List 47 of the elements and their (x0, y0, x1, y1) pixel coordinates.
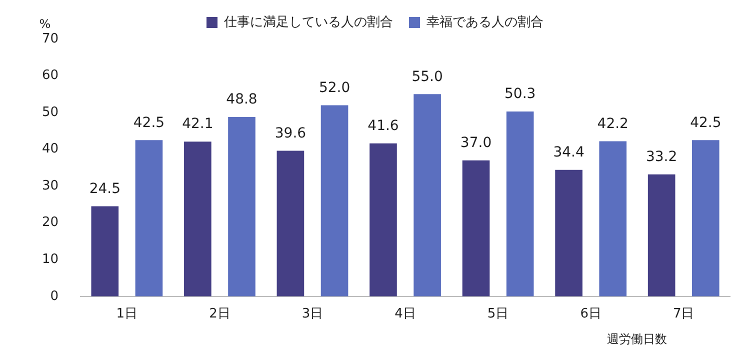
bar (462, 160, 490, 296)
y-tick-label: 40 (42, 142, 59, 157)
x-tick-label: 1日 (116, 306, 138, 322)
data-label: 50.3 (504, 86, 536, 102)
y-tick-label: 70 (42, 31, 59, 46)
legend-label: 幸福である人の割合 (426, 14, 544, 30)
bar (648, 174, 676, 296)
y-tick-label: 30 (42, 178, 59, 194)
x-tick-label: 6日 (580, 306, 602, 322)
x-tick-label: 2日 (209, 306, 230, 322)
bar (228, 116, 256, 296)
data-label: 42.5 (133, 114, 165, 131)
y-tick-label: 10 (42, 252, 59, 268)
data-label: 42.2 (597, 116, 628, 132)
data-label: 34.4 (553, 144, 584, 161)
bar (414, 94, 441, 296)
x-axis-title: 週労働日数 (607, 332, 668, 346)
bar (370, 143, 397, 296)
data-label: 24.5 (89, 180, 120, 197)
data-label: 42.1 (182, 116, 214, 132)
bar (184, 142, 212, 296)
x-tick-label: 5日 (487, 306, 509, 322)
bar (692, 140, 720, 296)
data-label: 52.0 (318, 80, 350, 96)
bar (135, 140, 163, 296)
data-label: 39.6 (274, 125, 306, 142)
data-label: 37.0 (460, 134, 492, 151)
y-tick-label: 20 (42, 215, 59, 230)
bar (599, 141, 627, 296)
legend-label: 仕事に満足している人の割合 (223, 14, 393, 30)
bar (320, 105, 348, 296)
data-label: 41.6 (368, 118, 399, 134)
data-label: 33.2 (646, 148, 678, 165)
y-tick-label: 50 (42, 104, 59, 120)
y-tick-label: 0 (50, 288, 59, 304)
x-tick-label: 4日 (394, 306, 416, 322)
data-label: 55.0 (412, 68, 443, 85)
y-axis-title: % (39, 17, 51, 32)
data-label: 48.8 (226, 92, 258, 108)
data-label: 42.5 (690, 114, 722, 131)
x-tick-label: 7日 (672, 306, 694, 322)
y-tick-label: 60 (42, 68, 59, 84)
x-tick-label: 3日 (302, 306, 324, 322)
bar (91, 206, 119, 296)
bar (276, 150, 304, 296)
bar (506, 111, 534, 296)
bar (555, 170, 582, 296)
